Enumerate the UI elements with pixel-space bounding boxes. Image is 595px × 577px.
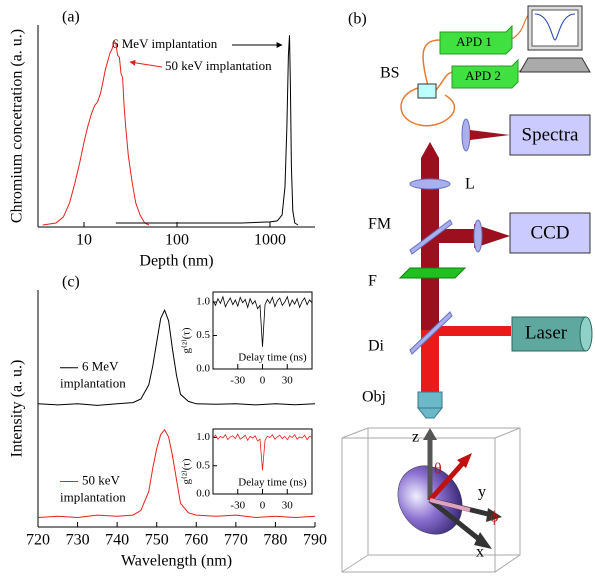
apd1-label: APD 1	[456, 34, 492, 49]
y-axis-label: Chromium concetration (a. u.)	[9, 29, 26, 223]
y-tick-label: 0.5	[196, 329, 210, 341]
series-line	[42, 40, 150, 226]
x-tick-label: 0	[260, 500, 266, 512]
annotation: 6 MeV implantation	[112, 36, 218, 51]
x-tick-label: -30	[230, 375, 245, 387]
x-tick-label: 0	[260, 375, 266, 387]
panel-label: (c)	[62, 274, 80, 291]
x-axis-label: Wavelength (nm)	[121, 553, 232, 570]
series-line	[115, 35, 299, 226]
y-tick-label: 0.0	[196, 363, 210, 375]
x-tick-label: 30	[282, 500, 294, 512]
setup-diagram: (b) APD 1 APD 2 BS Spectra L FM CCD F Di…	[341, 5, 593, 573]
x-tick-label: 1000	[254, 232, 286, 249]
y-tick-label: 0.5	[196, 459, 210, 471]
x-axis-label: Delay time (ns)	[238, 477, 307, 489]
y-tick-label: 0.0	[196, 488, 210, 500]
x-axis-label: Depth (nm)	[139, 253, 213, 270]
legend-label: 50 keV	[82, 473, 121, 488]
legend-label: 6 MeV	[82, 359, 119, 374]
x-axis-label: Delay time (ns)	[238, 352, 307, 364]
x-tick-label: 750	[145, 532, 169, 549]
ccd-label: CCD	[530, 222, 569, 243]
y-axis-label: g⁽²⁾(τ)	[181, 458, 193, 484]
x-tick-label: 720	[26, 532, 50, 549]
x-tick-label: 780	[263, 532, 287, 549]
theta-label: θ	[434, 461, 442, 478]
axis-y-label: y	[478, 484, 486, 501]
x-tick-label: -30	[230, 500, 245, 512]
phi-label: ϕ	[490, 509, 498, 526]
y-tick-label: 1.0	[196, 431, 210, 443]
y-axis-label: Intensity (a. u.)	[9, 360, 26, 458]
y-tick-label: 1.0	[196, 296, 210, 308]
axis-z-label: z	[412, 429, 419, 446]
x-tick-label: 770	[224, 532, 248, 549]
dichroic-label: Di	[368, 338, 385, 355]
apd2-label: APD 2	[465, 68, 501, 83]
fm-label: FM	[368, 216, 391, 233]
objective-label: Obj	[362, 389, 386, 406]
filter-label: F	[368, 273, 377, 290]
annotation: 50 keV implantation	[165, 58, 272, 73]
x-tick-label: 10	[76, 232, 92, 249]
axis-x-label: x	[476, 544, 484, 561]
y-axis-label: g⁽²⁾(τ)	[181, 327, 193, 353]
annotation-arrow	[129, 59, 163, 68]
panel-label: (a)	[62, 9, 80, 26]
x-tick-label: 740	[105, 532, 129, 549]
x-tick-label: 30	[282, 375, 294, 387]
series-line	[37, 308, 316, 406]
spectra-label: Spectra	[522, 124, 580, 145]
x-tick-label: 100	[165, 232, 189, 249]
series-line	[37, 428, 316, 519]
panel-label: (b)	[348, 11, 367, 28]
legend-label: implantation	[60, 376, 126, 391]
x-tick-label: 760	[184, 532, 208, 549]
legend-label: implantation	[60, 490, 126, 505]
x-tick-label: 790	[303, 532, 327, 549]
series-line	[212, 433, 313, 471]
series-line	[212, 295, 313, 347]
lens-label: L	[465, 176, 475, 193]
bs-label: BS	[380, 65, 400, 82]
x-tick-label: 730	[66, 532, 90, 549]
laser-label: Laser	[525, 322, 568, 343]
inset-frame	[212, 291, 313, 370]
